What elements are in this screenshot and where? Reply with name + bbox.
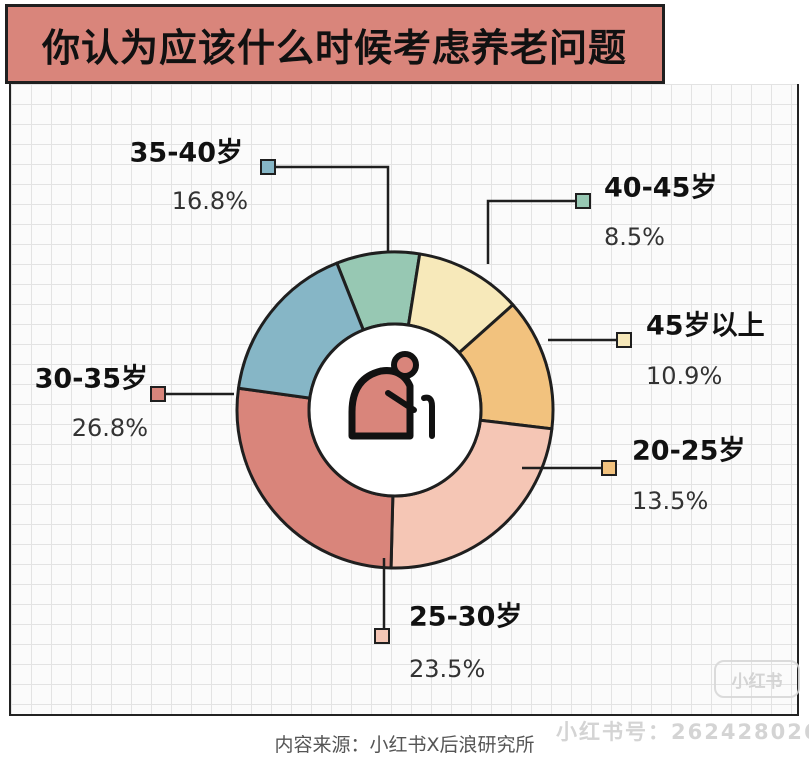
legend-marker-30-35岁 <box>150 386 166 402</box>
elderly-person-icon <box>348 351 435 440</box>
leader-line-40-45岁 <box>486 199 582 264</box>
watermark-logo: 小红书 <box>714 660 800 698</box>
slice-label: 40-45岁 <box>604 173 717 204</box>
slice-label: 35-40岁 <box>130 138 243 169</box>
slice-label: 30-35岁 <box>35 364 148 395</box>
legend-marker-25-30岁 <box>374 628 390 644</box>
chart-title: 你认为应该什么时候考虑养老问题 <box>42 25 628 70</box>
slice-value-label: 13.5% <box>632 487 708 515</box>
slice-value-label: 16.8% <box>172 187 248 215</box>
legend-marker-45岁以上 <box>616 332 632 348</box>
slice-label: 45岁以上 <box>646 311 765 342</box>
slice-value-label: 23.5% <box>409 655 485 683</box>
slice-value-label: 26.8% <box>72 414 148 442</box>
leader-line-35-40岁 <box>268 165 390 252</box>
slice-label: 25-30岁 <box>409 602 522 633</box>
legend-marker-20-25岁 <box>601 460 617 476</box>
slice-label: 20-25岁 <box>632 436 745 467</box>
title-banner: 你认为应该什么时候考虑养老问题 <box>5 4 665 84</box>
watermark: 小红书号：2624280267 <box>556 720 809 744</box>
slice-value-label: 8.5% <box>604 223 665 251</box>
source-text: 内容来源：小红书X后浪研究所 <box>274 734 535 756</box>
legend-marker-35-40岁 <box>260 159 276 175</box>
legend-marker-40-45岁 <box>575 193 591 209</box>
slice-value-label: 10.9% <box>646 362 722 390</box>
